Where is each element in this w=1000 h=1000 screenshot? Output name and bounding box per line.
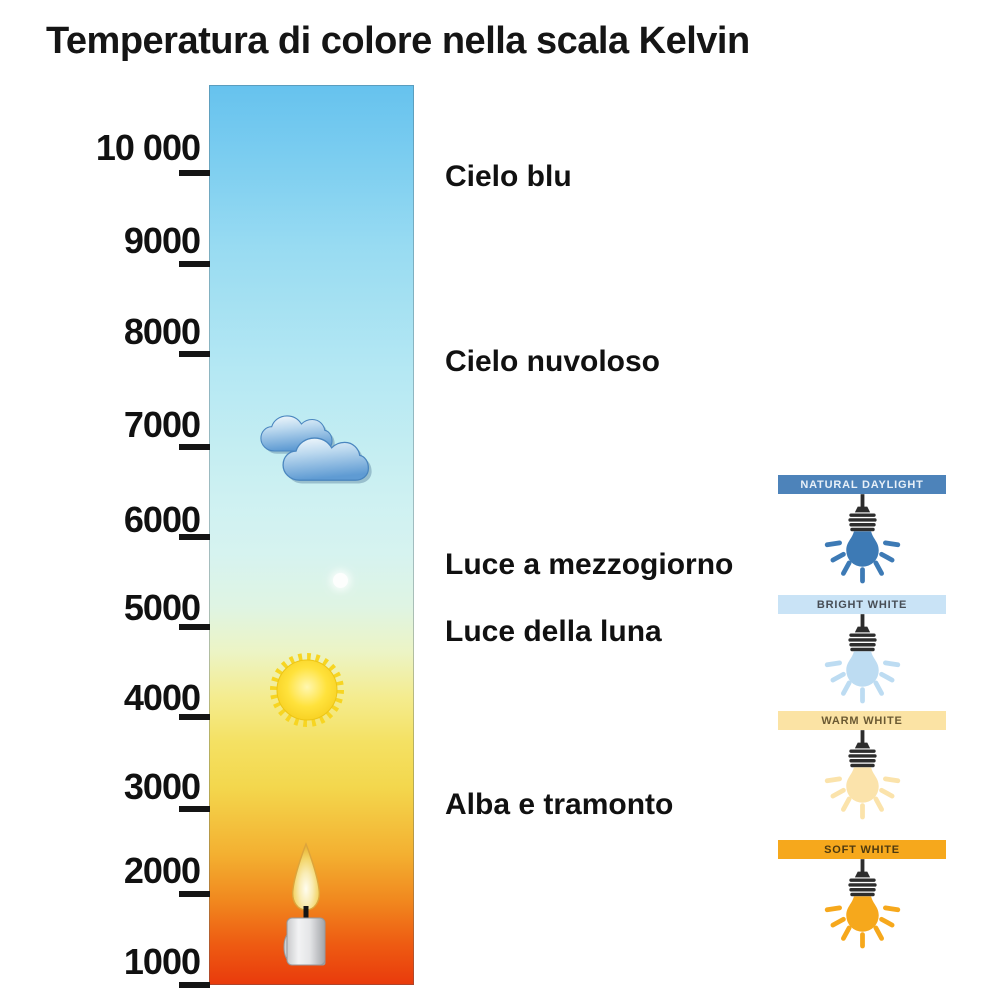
bulb-icon xyxy=(824,494,900,584)
annotation-luce-della-luna: Luce della luna xyxy=(445,615,662,648)
scale-tick-4000 xyxy=(179,714,210,720)
banner-warm-white: WARM WHITE xyxy=(778,711,946,730)
scale-label-1000: 1000 xyxy=(123,941,201,982)
candle-flame xyxy=(291,842,321,911)
scale-tick-6000 xyxy=(179,534,210,540)
bulb-icon xyxy=(824,730,900,820)
page-title: Temperatura di colore nella scala Kelvin xyxy=(46,20,750,62)
sun-icon xyxy=(270,653,344,727)
bulb-icon xyxy=(824,859,900,949)
annotation-luce-a-mezzogiorno: Luce a mezzogiorno xyxy=(445,548,734,581)
scale-tick-10000 xyxy=(179,170,210,176)
annotation-cielo-nuvoloso: Cielo nuvoloso xyxy=(445,345,661,378)
kelvin-gradient-bar xyxy=(209,85,414,985)
clouds-icon xyxy=(260,415,372,484)
scale-tick-5000 xyxy=(179,624,210,630)
bulb-card-bright-white: BRIGHT WHITE xyxy=(778,595,946,706)
candle-icon xyxy=(283,842,326,966)
scale-tick-8000 xyxy=(179,351,210,357)
scale-label-5000: 5000 xyxy=(123,587,201,628)
scale-tick-3000 xyxy=(179,806,210,812)
banner-natural-daylight: NATURAL DAYLIGHT xyxy=(778,475,946,494)
candle-body xyxy=(286,917,326,966)
banner-bright-white: BRIGHT WHITE xyxy=(778,595,946,614)
bulb-card-natural-daylight: NATURAL DAYLIGHT xyxy=(778,475,946,586)
scale-tick-9000 xyxy=(179,261,210,267)
bulb-card-soft-white: SOFT WHITE xyxy=(778,840,946,951)
scale-label-6000: 6000 xyxy=(123,499,201,540)
scale-label-7000: 7000 xyxy=(123,404,201,445)
bulb-icon xyxy=(824,614,900,704)
candle-wick xyxy=(303,906,309,919)
annotation-alba-e-tramonto: Alba e tramonto xyxy=(445,788,674,821)
scale-label-4000: 4000 xyxy=(123,677,201,718)
scale-tick-1000 xyxy=(179,982,210,988)
scale-tick-2000 xyxy=(179,891,210,897)
banner-soft-white: SOFT WHITE xyxy=(778,840,946,859)
scale-label-8000: 8000 xyxy=(123,311,201,352)
annotation-cielo-blu: Cielo blu xyxy=(445,160,572,193)
scale-label-9000: 9000 xyxy=(123,220,201,261)
moon-icon xyxy=(333,573,348,588)
scale-label-2000: 2000 xyxy=(123,850,201,891)
scale-label-3000: 3000 xyxy=(123,766,201,807)
scale-label-10000: 10 000 xyxy=(95,127,201,168)
scale-tick-7000 xyxy=(179,444,210,450)
bulb-card-warm-white: WARM WHITE xyxy=(778,711,946,822)
